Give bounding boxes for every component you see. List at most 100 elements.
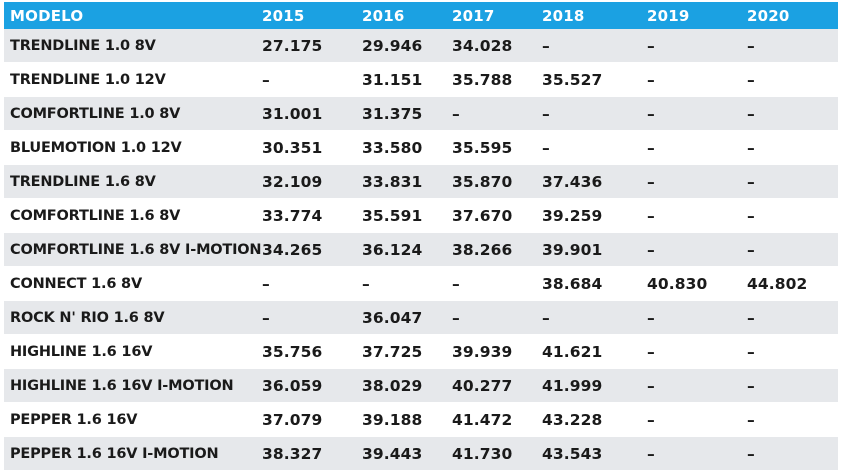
model-cell: ROCK N' RIO 1.6 8V: [10, 309, 165, 326]
price-cell-2019: –: [647, 172, 655, 191]
price-cell-2018: –: [542, 36, 550, 55]
price-cell-2018: 35.527: [542, 70, 603, 89]
price-cell-2017: 35.595: [452, 138, 513, 157]
price-cell-2018: 39.901: [542, 240, 603, 259]
price-cell-2015: 34.265: [262, 240, 323, 259]
table-row: PEPPER 1.6 16V I-MOTION 38.327 39.443 41.73…: [4, 436, 838, 471]
price-cell-2015: 31.001: [262, 104, 323, 123]
price-cell-2018: 43.543: [542, 444, 603, 463]
header-2020: 2020: [747, 6, 790, 25]
model-cell: COMFORTLINE 1.6 8V: [10, 207, 181, 224]
price-cell-2020: 44.802: [747, 274, 808, 293]
table-row: BLUEMOTION 1.0 12V 30.351 33.580 35.595 – – –: [4, 130, 838, 165]
header-2019: 2019: [647, 6, 690, 25]
price-cell-2016: 39.443: [362, 444, 423, 463]
table-row: HIGHLINE 1.6 16V 35.756 37.725 39.939 41.621…: [4, 334, 838, 369]
price-cell-2020: –: [747, 36, 755, 55]
price-cell-2015: 32.109: [262, 172, 323, 191]
price-cell-2015: 33.774: [262, 206, 323, 225]
price-cell-2019: –: [647, 240, 655, 259]
table-row: TRENDLINE 1.0 12V – 31.151 35.788 35.527 – –: [4, 62, 838, 97]
price-cell-2019: –: [647, 308, 655, 327]
price-cell-2015: 37.079: [262, 410, 323, 429]
price-cell-2020: –: [747, 308, 755, 327]
price-cell-2015: 35.756: [262, 342, 323, 361]
price-cell-2017: 35.870: [452, 172, 513, 191]
price-cell-2017: 39.939: [452, 342, 513, 361]
table-row: TRENDLINE 1.0 8V 27.175 29.946 34.028 – – –: [4, 29, 838, 63]
model-cell: COMFORTLINE 1.0 8V: [10, 105, 181, 122]
price-cell-2015: 27.175: [262, 36, 323, 55]
price-cell-2016: 39.188: [362, 410, 423, 429]
price-cell-2019: –: [647, 444, 655, 463]
table-row: COMFORTLINE 1.6 8V I-MOTION 34.265 36.124 3…: [4, 232, 838, 267]
price-table: MODELO 2015 2016 2017 2018 2019 2020 TRE…: [4, 2, 838, 471]
model-cell: HIGHLINE 1.6 16V I-MOTION: [10, 377, 234, 394]
price-cell-2017: 34.028: [452, 36, 513, 55]
price-cell-2018: –: [542, 308, 550, 327]
price-cell-2017: 41.472: [452, 410, 513, 429]
model-cell: TRENDLINE 1.0 8V: [10, 37, 156, 54]
price-cell-2019: –: [647, 206, 655, 225]
model-cell: PEPPER 1.6 16V: [10, 411, 138, 428]
price-cell-2019: –: [647, 410, 655, 429]
price-cell-2017: –: [452, 104, 460, 123]
price-cell-2017: 35.788: [452, 70, 513, 89]
price-cell-2016: 33.580: [362, 138, 423, 157]
model-cell: BLUEMOTION 1.0 12V: [10, 139, 182, 156]
header-2017: 2017: [452, 6, 495, 25]
price-cell-2019: –: [647, 104, 655, 123]
header-2016: 2016: [362, 6, 405, 25]
price-cell-2019: –: [647, 70, 655, 89]
price-cell-2019: –: [647, 342, 655, 361]
price-cell-2018: 41.621: [542, 342, 603, 361]
price-cell-2015: –: [262, 70, 270, 89]
price-cell-2016: 33.831: [362, 172, 423, 191]
price-cell-2019: –: [647, 138, 655, 157]
header-row: MODELO 2015 2016 2017 2018 2019 2020: [4, 2, 838, 29]
price-cell-2018: –: [542, 138, 550, 157]
price-cell-2020: –: [747, 410, 755, 429]
price-cell-2016: 31.375: [362, 104, 423, 123]
price-cell-2016: 38.029: [362, 376, 423, 395]
price-cell-2020: –: [747, 240, 755, 259]
price-cell-2018: 38.684: [542, 274, 603, 293]
price-cell-2019: 40.830: [647, 274, 708, 293]
price-cell-2018: 37.436: [542, 172, 603, 191]
price-cell-2017: 37.670: [452, 206, 513, 225]
price-cell-2017: 41.730: [452, 444, 513, 463]
price-cell-2020: –: [747, 138, 755, 157]
header-modelo: MODELO: [10, 6, 84, 25]
table-row: ROCK N' RIO 1.6 8V – 36.047 – – – –: [4, 300, 838, 335]
price-cell-2020: –: [747, 70, 755, 89]
model-cell: COMFORTLINE 1.6 8V I-MOTION: [10, 241, 262, 258]
price-cell-2016: 36.124: [362, 240, 423, 259]
price-cell-2018: 43.228: [542, 410, 603, 429]
price-cell-2018: 41.999: [542, 376, 603, 395]
header-2015: 2015: [262, 6, 305, 25]
price-cell-2017: 38.266: [452, 240, 513, 259]
price-cell-2015: –: [262, 308, 270, 327]
table-row: COMFORTLINE 1.6 8V 33.774 35.591 37.670 39.2…: [4, 198, 838, 233]
table-row: TRENDLINE 1.6 8V 32.109 33.831 35.870 37.436…: [4, 164, 838, 199]
table-row: COMFORTLINE 1.0 8V 31.001 31.375 – – – –: [4, 96, 838, 131]
price-cell-2015: –: [262, 274, 270, 293]
price-cell-2017: 40.277: [452, 376, 513, 395]
price-cell-2020: –: [747, 104, 755, 123]
model-cell: HIGHLINE 1.6 16V: [10, 343, 153, 360]
price-cell-2019: –: [647, 36, 655, 55]
price-cell-2020: –: [747, 206, 755, 225]
table-row: PEPPER 1.6 16V 37.079 39.188 41.472 43.228 – –: [4, 402, 838, 437]
price-cell-2020: –: [747, 376, 755, 395]
price-cell-2020: –: [747, 342, 755, 361]
price-cell-2016: 29.946: [362, 36, 423, 55]
model-cell: CONNECT 1.6 8V: [10, 275, 142, 292]
model-cell: TRENDLINE 1.0 12V: [10, 71, 166, 88]
price-cell-2015: 30.351: [262, 138, 323, 157]
price-cell-2018: 39.259: [542, 206, 603, 225]
price-cell-2015: 36.059: [262, 376, 323, 395]
header-2018: 2018: [542, 6, 585, 25]
price-cell-2016: 37.725: [362, 342, 423, 361]
price-cell-2019: –: [647, 376, 655, 395]
